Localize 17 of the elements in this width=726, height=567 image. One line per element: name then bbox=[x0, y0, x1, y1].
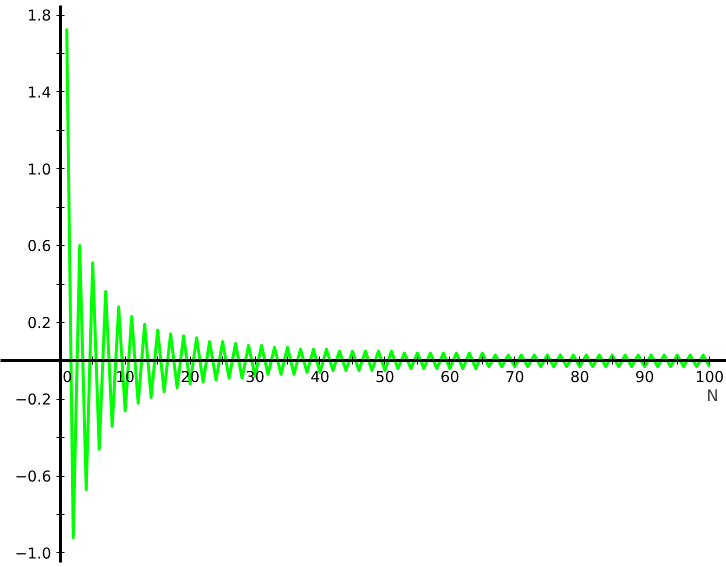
x-tick-label: 60 bbox=[440, 368, 460, 386]
y-tick-label: 1.0 bbox=[27, 160, 52, 178]
y-tick-label: −0.2 bbox=[14, 390, 52, 409]
y-tick-label: 0.6 bbox=[27, 237, 52, 256]
x-axis-title: N bbox=[706, 386, 718, 405]
y-tick-label: 0.2 bbox=[27, 314, 52, 332]
y-tick-label: −0.6 bbox=[14, 468, 52, 486]
x-tick-label: 70 bbox=[505, 368, 524, 386]
y-tick-label: −1.0 bbox=[14, 544, 52, 562]
x-tick-label: 80 bbox=[570, 368, 590, 386]
y-tick-label: 1.8 bbox=[27, 6, 52, 25]
y-tick-label: 1.4 bbox=[27, 83, 52, 102]
x-tick-label: 90 bbox=[635, 368, 654, 386]
x-tick-label: 100 bbox=[695, 368, 724, 386]
x-tick-label: 50 bbox=[375, 368, 394, 386]
x-tick-label: 30 bbox=[246, 368, 265, 386]
x-tick-label: 40 bbox=[310, 368, 330, 386]
